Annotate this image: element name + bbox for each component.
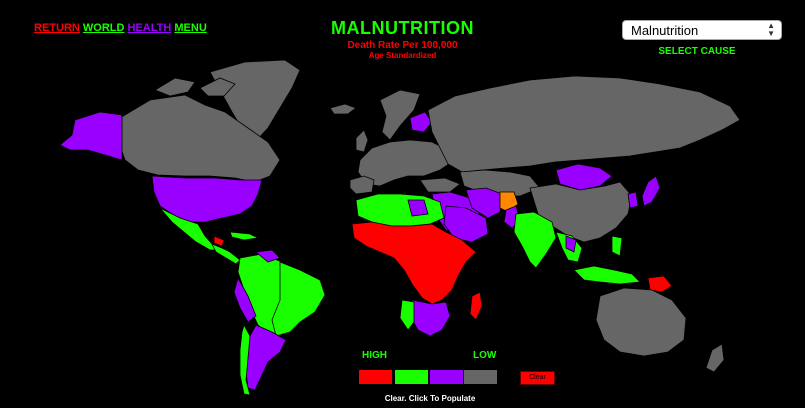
country-russia[interactable] [427,75,741,173]
status-text: Clear. Click To Populate [384,394,476,403]
country-mongolia[interactable] [555,163,613,191]
country-canada-arctic-2[interactable] [199,77,236,97]
country-cuba[interactable] [229,231,260,241]
country-spain[interactable] [349,175,375,195]
country-turkey[interactable] [419,177,461,193]
country-australia[interactable] [595,287,687,357]
return-link[interactable]: RETURN [34,22,80,34]
country-indonesia[interactable] [573,265,641,285]
country-myanmar[interactable] [565,235,577,253]
country-uk[interactable] [355,129,369,153]
legend-swatch-mid-low[interactable] [430,370,463,384]
country-sub-saharan-africa[interactable] [351,221,477,305]
country-korea[interactable] [627,191,639,209]
country-brazil[interactable] [271,261,326,337]
country-guatemala[interactable] [213,235,225,247]
country-southern-africa[interactable] [409,299,451,337]
country-madagascar[interactable] [469,291,483,321]
country-greenland[interactable] [209,59,301,143]
country-canada[interactable] [117,94,281,183]
country-philippines[interactable] [611,235,623,257]
country-papua-new-guinea[interactable] [647,275,673,293]
page-subtitle: Death Rate Per 100,000 [347,40,458,51]
country-iran[interactable] [465,187,503,219]
select-arrows-icon: ▲ ▼ [767,21,775,38]
cause-select[interactable]: Malnutrition ▲ ▼ [622,20,782,40]
country-new-zealand[interactable] [705,343,725,373]
clear-button[interactable]: Clear [520,371,555,385]
country-namibia[interactable] [399,299,415,331]
country-libya[interactable] [407,199,429,217]
menu-link[interactable]: MENU [174,22,207,34]
country-peru[interactable] [233,276,257,323]
world-health-nav: RETURN WORLD HEALTH MENU [34,22,207,34]
legend-swatch-mid-high[interactable] [395,370,428,384]
legend-swatch-high[interactable] [359,370,392,384]
country-saudi-arabia[interactable] [443,205,489,243]
country-central-america[interactable] [211,243,241,265]
country-chile[interactable] [239,323,251,396]
country-india[interactable] [513,211,557,269]
country-japan[interactable] [641,175,661,207]
cause-select-value: Malnutrition [631,23,699,38]
country-alaska[interactable] [59,111,123,161]
select-cause-label: SELECT CAUSE [658,46,736,57]
country-usa[interactable] [151,175,263,223]
legend-swatch-low[interactable] [464,370,497,384]
country-eastern-europe[interactable] [409,111,433,133]
country-canada-arctic[interactable] [154,77,196,97]
country-iceland[interactable] [329,103,357,115]
country-guianas[interactable] [255,249,281,263]
country-north-africa[interactable] [355,193,445,227]
legend-high-label: HIGH [362,350,387,361]
country-scandinavia[interactable] [379,89,421,141]
country-china[interactable] [529,181,633,243]
world-link[interactable]: WORLD [82,22,125,34]
page-title: MALNUTRITION [331,18,474,38]
health-link[interactable]: HEALTH [127,22,172,34]
legend-low-label: LOW [473,350,497,361]
page-subnote: Age Standardized [368,51,437,60]
